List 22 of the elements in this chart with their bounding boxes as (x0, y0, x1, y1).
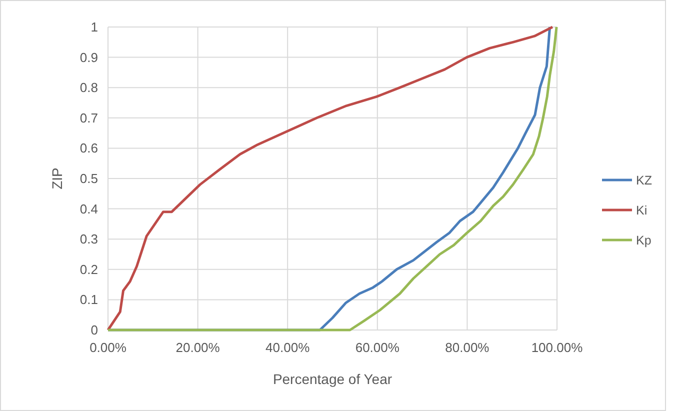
legend-label: Ki (636, 204, 648, 218)
y-tick-label: 0.5 (80, 171, 98, 186)
y-tick-label: 0.8 (80, 80, 98, 96)
x-tick-label: 40.00% (266, 340, 310, 355)
x-axis-title: Percentage of Year (272, 371, 392, 387)
legend-label: Kp (636, 234, 652, 248)
x-tick-label: 80.00% (445, 340, 490, 355)
y-tick-label: 0 (90, 322, 98, 338)
y-tick-label: 0.7 (80, 110, 98, 126)
x-tick-label: 100.00% (531, 340, 584, 355)
y-tick-label: 0.4 (80, 201, 98, 216)
y-tick-label: 0.6 (80, 140, 98, 156)
y-tick-label: 0.1 (80, 292, 98, 308)
x-tick-label: 60.00% (355, 340, 400, 355)
legend-label: KZ (636, 174, 652, 188)
x-tick-label: 20.00% (176, 340, 220, 355)
y-tick-label: 1 (90, 20, 98, 34)
y-axis-title: ZIP (49, 168, 65, 190)
y-tick-label: 0.9 (80, 50, 98, 65)
y-tick-label: 0.2 (80, 262, 98, 277)
y-tick-label: 0.3 (80, 232, 98, 247)
x-tick-label: 0.00% (90, 340, 127, 355)
